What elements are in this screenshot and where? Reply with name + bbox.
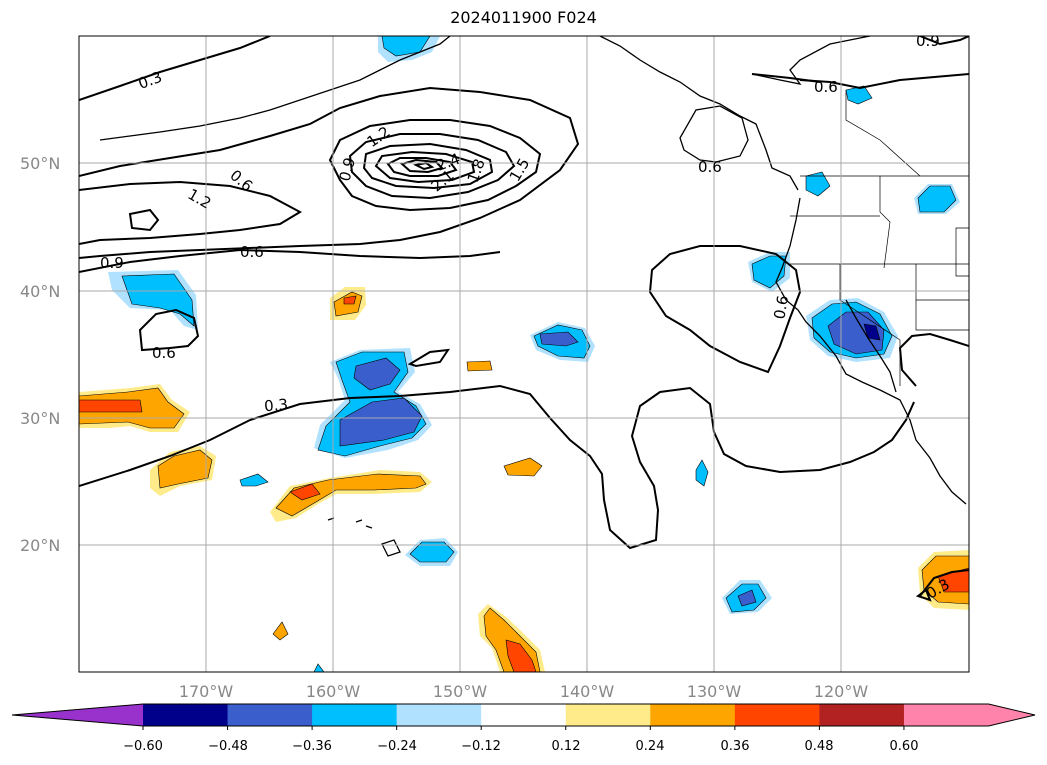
lat-label: 30°N — [20, 409, 60, 428]
colorbar-segment — [819, 704, 905, 726]
map-frame — [78, 35, 970, 673]
colorbar-segment — [481, 704, 567, 726]
colorbar-tick-label: −0.12 — [461, 739, 501, 754]
colorbar-segment — [312, 704, 398, 726]
colorbar — [11, 703, 1036, 730]
lon-label: 160°W — [306, 682, 361, 701]
lon-label: 170°W — [179, 682, 234, 701]
contour-label: 0.9 — [100, 254, 124, 272]
coastlines — [99, 36, 967, 557]
colorbar-tick-labels: −0.60 −0.48 −0.36 −0.24 −0.12 0.12 0.24 … — [123, 739, 918, 754]
colorbar-segment — [650, 704, 736, 726]
contour-lines — [79, 36, 969, 602]
contour-label: 1.2 — [185, 185, 215, 213]
contour-label: 0.9 — [916, 32, 940, 50]
colorbar-tick-label: 0.36 — [721, 739, 750, 754]
colorbar-segment — [143, 704, 229, 726]
lon-label: 130°W — [687, 682, 742, 701]
colorbar-extend-high — [988, 704, 1035, 726]
colorbar-tick-label: −0.36 — [292, 739, 332, 754]
colorbar-extend-low — [12, 704, 143, 726]
contour-label: 0.6 — [240, 243, 264, 261]
shaded-fields — [79, 36, 969, 672]
map-area: 0.3 0.9 0.6 1.2 0.9 0.6 0.6 1.2 2.4 2.1 … — [79, 32, 969, 672]
latitude-labels: 20°N 30°N 40°N 50°N — [20, 154, 60, 555]
colorbar-tick-label: −0.60 — [123, 739, 163, 754]
lat-label: 50°N — [20, 154, 60, 173]
lon-label: 120°W — [814, 682, 869, 701]
colorbar-tick-label: 0.24 — [636, 739, 665, 754]
contour-label: 0.9 — [336, 156, 360, 184]
colorbar-segment — [734, 704, 820, 726]
gridlines — [79, 36, 969, 672]
map-title: 2024011900 F024 — [450, 8, 597, 27]
colorbar-tick-label: −0.48 — [208, 739, 248, 754]
colorbar-segment — [903, 704, 989, 726]
lat-label: 40°N — [20, 282, 60, 301]
contour-label: 0.6 — [770, 294, 792, 321]
contour-label: 0.6 — [152, 344, 176, 362]
lon-label: 140°W — [560, 682, 615, 701]
colorbar-segment — [565, 704, 651, 726]
colorbar-tick-label: 0.48 — [805, 739, 834, 754]
colorbar-tick-label: 0.12 — [552, 739, 581, 754]
contour-label: 0.3 — [263, 395, 288, 415]
colorbar-segment — [396, 704, 482, 726]
contour-label: 0.6 — [814, 78, 838, 96]
colorbar-segment — [227, 704, 313, 726]
state-borders — [790, 90, 969, 386]
contour-label: 0.6 — [698, 158, 722, 176]
longitude-labels: 170°W 160°W 150°W 140°W 130°W 120°W — [179, 682, 869, 701]
colorbar-tick-label: −0.24 — [377, 739, 417, 754]
lon-label: 150°W — [433, 682, 488, 701]
lat-label: 20°N — [20, 536, 60, 555]
colorbar-tick-label: 0.60 — [890, 739, 919, 754]
